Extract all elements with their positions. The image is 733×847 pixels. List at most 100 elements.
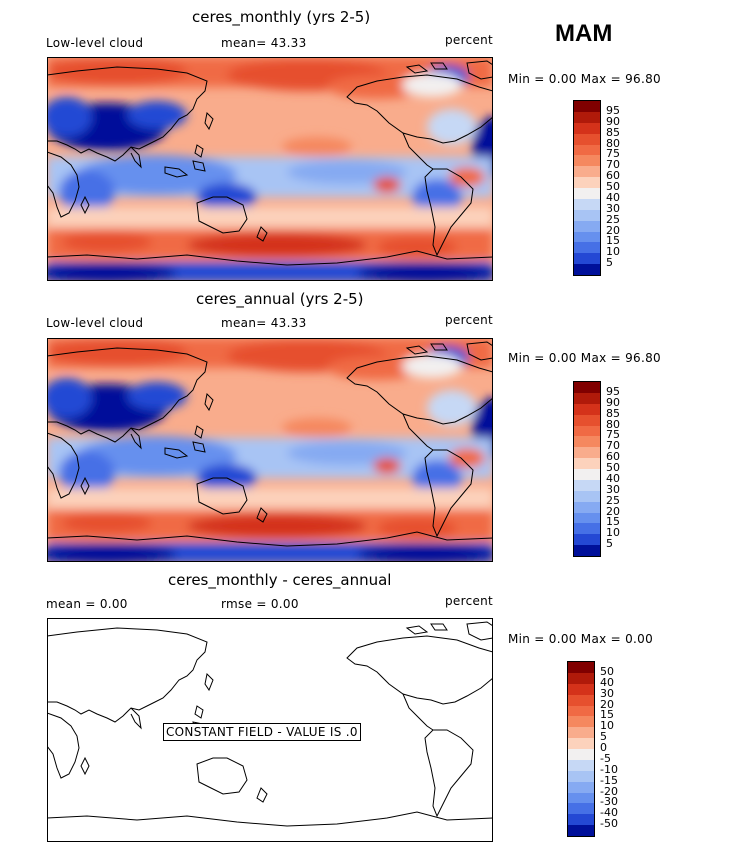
colorbar-swatch — [568, 662, 594, 673]
colorbar-tick-label: 70 — [606, 439, 620, 453]
colorbar-swatch — [574, 253, 600, 265]
colorbar-tick-label: -20 — [600, 784, 618, 798]
colorbar-swatch — [568, 683, 594, 695]
panel3-frame — [47, 618, 493, 842]
colorbar-tick-label: 20 — [606, 504, 620, 518]
colorbar-swatch — [574, 220, 600, 232]
colorbar-tick-label: -10 — [600, 762, 618, 776]
colorbar-swatch — [574, 111, 600, 123]
colorbar-swatch — [574, 101, 600, 112]
colorbar-tick-label: 30 — [606, 482, 620, 496]
colorbar-swatch — [574, 231, 600, 243]
colorbar-swatch — [574, 523, 600, 535]
panel3-rmse: rmse = 0.00 — [221, 597, 299, 611]
colorbar-tick-label: 75 — [606, 147, 620, 161]
colorbar-tick-label: 40 — [606, 471, 620, 485]
colorbar-swatch — [574, 392, 600, 404]
colorbar-tick-label: 25 — [606, 493, 620, 507]
colorbar-tick-label: 30 — [600, 686, 614, 700]
colorbar-swatch — [574, 458, 600, 469]
colorbar-swatch — [574, 242, 600, 254]
panel2-title: ceres_annual (yrs 2-5) — [196, 290, 364, 308]
colorbar-swatch — [568, 759, 594, 771]
colorbar-tick-label: 10 — [606, 245, 620, 259]
colorbar-swatch — [574, 264, 600, 275]
panel3-title: ceres_monthly - ceres_annual — [168, 571, 392, 589]
colorbar-swatch — [574, 188, 600, 199]
colorbar-tick-label: -15 — [600, 773, 618, 787]
colorbar-tick-label: 10 — [600, 719, 614, 733]
colorbar-swatch — [568, 705, 594, 717]
colorbar-swatch — [574, 436, 600, 448]
colorbar-tick-label: 95 — [606, 103, 620, 117]
colorbar-swatch — [574, 501, 600, 513]
colorbar-swatch — [574, 198, 600, 210]
colorbar-tick-label: 70 — [606, 158, 620, 172]
colorbar-swatch — [568, 792, 594, 804]
colorbar-tick-label: 10 — [606, 526, 620, 540]
colorbar-swatch — [568, 803, 594, 815]
panel2-map — [47, 338, 493, 562]
colorbar-tick-label: -40 — [600, 806, 618, 820]
colorbar-swatch — [574, 166, 600, 178]
colorbar-swatch — [568, 716, 594, 728]
panel1-mean: mean= 43.33 — [221, 36, 307, 50]
panel1-map — [47, 57, 493, 281]
colorbar-tick-label: 5 — [600, 730, 607, 744]
colorbar-swatch — [574, 479, 600, 491]
colorbar-swatch — [568, 814, 594, 826]
colorbar-tick-label: 0 — [600, 741, 607, 754]
colorbar-swatch — [574, 177, 600, 188]
colorbar-swatch — [568, 770, 594, 782]
colorbar-tick-label: 30 — [606, 201, 620, 215]
colorbar-swatch — [568, 825, 594, 836]
panel3-colorbar — [567, 661, 595, 837]
panel1-title: ceres_monthly (yrs 2-5) — [192, 8, 371, 26]
colorbar-swatch — [574, 545, 600, 556]
colorbar-swatch — [568, 727, 594, 739]
colorbar-tick-label: 5 — [606, 256, 613, 270]
panel1-colorbar — [573, 100, 601, 276]
colorbar-swatch — [574, 403, 600, 415]
panel2-colorbar — [573, 381, 601, 557]
colorbar-tick-label: 25 — [606, 212, 620, 226]
colorbar-tick-label: 85 — [606, 125, 620, 139]
colorbar-swatch — [568, 694, 594, 706]
colorbar-swatch — [574, 425, 600, 437]
colorbar-swatch — [568, 781, 594, 793]
colorbar-tick-label: 50 — [600, 664, 614, 678]
colorbar-tick-label: 80 — [606, 417, 620, 431]
panel1-frame — [47, 57, 493, 281]
panel3-minmax: Min = 0.00 Max = 0.00 — [508, 632, 654, 646]
panel1-minmax: Min = 0.00 Max = 96.80 — [508, 72, 661, 86]
panel3-mean: mean = 0.00 — [46, 597, 128, 611]
panel2-variable: Low-level cloud — [46, 316, 144, 330]
colorbar-tick-label: 40 — [606, 190, 620, 204]
colorbar-swatch — [574, 133, 600, 145]
colorbar-tick-label: 90 — [606, 395, 620, 409]
colorbar-tick-label: 60 — [606, 169, 620, 183]
colorbar-tick-label: 75 — [606, 428, 620, 442]
colorbar-tick-label: -30 — [600, 795, 618, 809]
colorbar-tick-label: 90 — [606, 114, 620, 128]
colorbar-swatch — [574, 144, 600, 156]
colorbar-tick-label: 5 — [606, 537, 613, 551]
colorbar-tick-label: 20 — [600, 697, 614, 711]
panel2-units: percent — [445, 313, 494, 327]
colorbar-swatch — [568, 738, 594, 749]
panel2-mean: mean= 43.33 — [221, 316, 307, 330]
panel1-variable: Low-level cloud — [46, 36, 144, 50]
colorbar-swatch — [574, 414, 600, 426]
colorbar-swatch — [574, 155, 600, 167]
constant-field-label: CONSTANT FIELD - VALUE IS .0 — [163, 723, 361, 741]
panel1-field-plot — [47, 57, 493, 281]
colorbar-tick-label: 85 — [606, 406, 620, 420]
colorbar-tick-label: 15 — [600, 708, 614, 722]
colorbar-tick-label: 20 — [606, 223, 620, 237]
colorbar-swatch — [574, 382, 600, 393]
colorbar-tick-label: 40 — [600, 675, 614, 689]
colorbar-tick-label: 95 — [606, 384, 620, 398]
colorbar-swatch — [574, 122, 600, 134]
colorbar-swatch — [574, 469, 600, 480]
colorbar-tick-label: 15 — [606, 234, 620, 248]
